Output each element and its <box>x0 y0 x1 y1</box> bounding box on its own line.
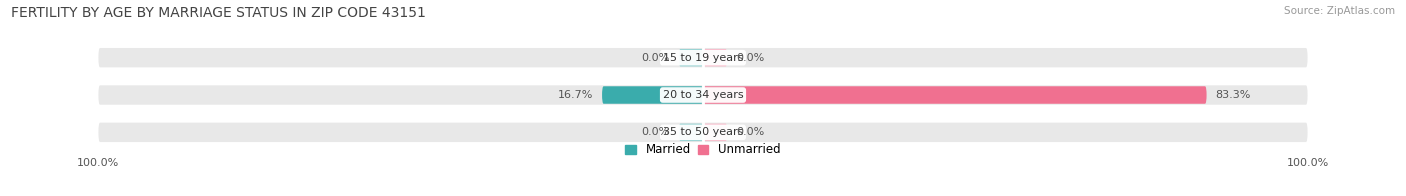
FancyBboxPatch shape <box>703 86 1206 104</box>
FancyBboxPatch shape <box>98 123 1308 142</box>
FancyBboxPatch shape <box>98 85 1308 105</box>
FancyBboxPatch shape <box>703 124 727 141</box>
Text: Source: ZipAtlas.com: Source: ZipAtlas.com <box>1284 6 1395 16</box>
Text: 16.7%: 16.7% <box>558 90 593 100</box>
Text: 0.0%: 0.0% <box>641 53 669 63</box>
Text: 83.3%: 83.3% <box>1216 90 1251 100</box>
Text: 35 to 50 years: 35 to 50 years <box>662 127 744 137</box>
Text: 20 to 34 years: 20 to 34 years <box>662 90 744 100</box>
Text: 0.0%: 0.0% <box>641 127 669 137</box>
FancyBboxPatch shape <box>602 86 703 104</box>
Text: 0.0%: 0.0% <box>737 53 765 63</box>
Text: 15 to 19 years: 15 to 19 years <box>662 53 744 63</box>
Legend: Married, Unmarried: Married, Unmarried <box>626 143 780 156</box>
FancyBboxPatch shape <box>98 48 1308 67</box>
FancyBboxPatch shape <box>703 49 727 66</box>
FancyBboxPatch shape <box>679 124 703 141</box>
FancyBboxPatch shape <box>679 49 703 66</box>
Text: FERTILITY BY AGE BY MARRIAGE STATUS IN ZIP CODE 43151: FERTILITY BY AGE BY MARRIAGE STATUS IN Z… <box>11 6 426 20</box>
Text: 0.0%: 0.0% <box>737 127 765 137</box>
